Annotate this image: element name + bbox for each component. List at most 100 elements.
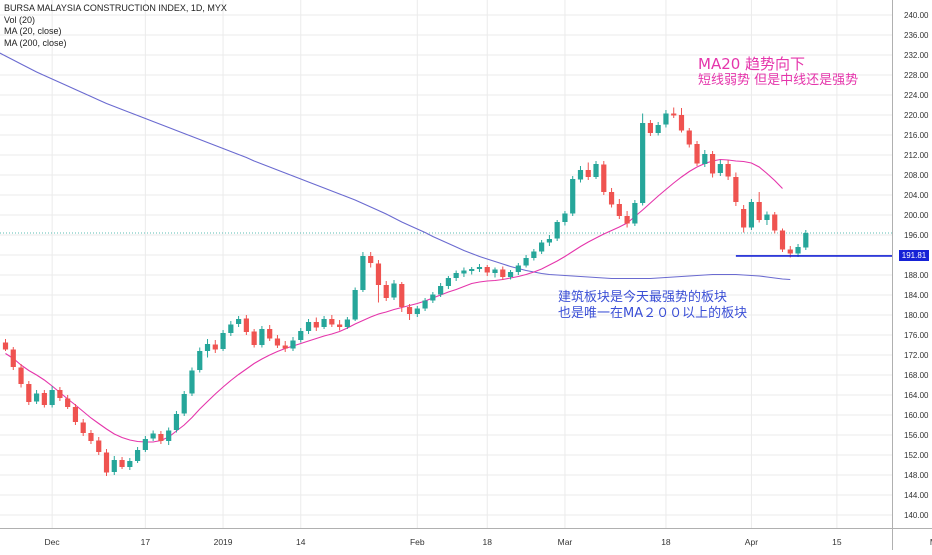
candle-body-18 <box>142 439 148 450</box>
annotation-ma20-line2: 短线弱势 但是中线还是强势 <box>698 73 859 88</box>
y-tick-label-6: 164.00 <box>904 391 929 400</box>
candle-body-6 <box>49 390 55 405</box>
candle-body-22 <box>173 414 180 430</box>
candle-body-71 <box>554 222 560 239</box>
legend-ma20[interactable]: MA (20, close) <box>4 26 62 36</box>
x-tick-label-10: May <box>930 537 932 547</box>
annotation-ma20-line1: MA20 趋势向下 <box>698 55 806 73</box>
candle-body-19 <box>150 433 156 439</box>
candle-body-56 <box>438 286 444 295</box>
candle-body-34 <box>267 329 273 339</box>
candle-body-85 <box>663 113 669 125</box>
candle-body-33 <box>259 329 265 345</box>
candle-body-60 <box>469 269 475 271</box>
candle-body-83 <box>647 123 654 133</box>
chart-title: BURSA MALAYSIA CONSTRUCTION INDEX, 1D, M… <box>4 3 227 13</box>
candle-body-91 <box>709 154 716 174</box>
x-tick-label-9: 15 <box>832 537 842 547</box>
x-tick-label-3: 14 <box>296 537 306 547</box>
candle-body-67 <box>523 258 529 266</box>
candle-body-45 <box>352 290 358 320</box>
legend-ma200[interactable]: MA (200, close) <box>4 37 67 48</box>
candle-body-96 <box>748 202 755 228</box>
candle-body-42 <box>329 319 335 325</box>
candle-body-44 <box>344 319 350 327</box>
annotation-sector[interactable]: 建筑板块是今天最强势的板块 也是唯一在MA２００以上的板块 <box>558 290 747 322</box>
candle-body-100 <box>779 230 786 250</box>
y-tick-label-24: 236.00 <box>904 31 929 40</box>
candle-body-62 <box>484 267 490 273</box>
candle-body-57 <box>445 278 451 286</box>
candle-body-76 <box>593 164 599 177</box>
legend-vol[interactable]: Vol (20) <box>4 14 36 25</box>
y-tick-label-9: 176.00 <box>904 331 929 340</box>
candle-body-86 <box>671 113 677 116</box>
x-tick-label-0: Dec <box>45 537 61 547</box>
ma20-line <box>5 158 783 443</box>
candle-body-43 <box>337 324 343 327</box>
x-tick-label-2: 2019 <box>214 537 233 547</box>
annotation-sector-line2: 也是唯一在MA２００以上的板块 <box>558 306 748 321</box>
candle-body-29 <box>228 324 234 333</box>
y-tick-label-7: 168.00 <box>904 371 929 380</box>
candle-body-58 <box>453 273 459 278</box>
candle-body-24 <box>189 370 195 394</box>
y-tick-label-22: 228.00 <box>904 71 929 80</box>
candle-body-37 <box>290 340 296 349</box>
candle-body-65 <box>507 272 514 277</box>
candle-body-27 <box>212 344 218 350</box>
candle-body-97 <box>756 202 762 220</box>
candle-body-64 <box>500 269 506 277</box>
candle-body-90 <box>702 154 708 164</box>
y-tick-label-23: 232.00 <box>904 51 929 60</box>
candle-body-32 <box>251 331 257 345</box>
y-tick-label-8: 172.00 <box>904 351 929 360</box>
y-tick-label-21: 224.00 <box>904 91 929 100</box>
candle-body-92 <box>717 164 723 173</box>
y-tick-label-18: 212.00 <box>904 151 929 160</box>
candle-body-63 <box>492 269 498 273</box>
y-tick-label-5: 160.00 <box>904 411 929 420</box>
candle-body-94 <box>733 177 739 202</box>
y-tick-label-15: 200.00 <box>904 211 929 220</box>
candle-body-61 <box>476 267 483 269</box>
candle-body-53 <box>414 308 420 314</box>
candle-body-46 <box>360 256 366 290</box>
candle-body-101 <box>787 249 793 254</box>
candle-body-68 <box>531 251 537 258</box>
candle-body-3 <box>26 384 32 402</box>
candle-body-99 <box>772 214 778 231</box>
y-tick-label-4: 156.00 <box>904 431 929 440</box>
legend: BURSA MALAYSIA CONSTRUCTION INDEX, 1D, M… <box>4 3 227 49</box>
y-tick-label-11: 184.00 <box>904 291 929 300</box>
y-tick-label-2: 148.00 <box>904 471 929 480</box>
last-price-tag: 191.81 <box>899 250 929 261</box>
y-tick-label-10: 180.00 <box>904 311 929 320</box>
candle-body-72 <box>562 213 568 222</box>
y-tick-label-3: 152.00 <box>904 451 929 460</box>
y-tick-label-19: 216.00 <box>904 131 929 140</box>
candle-body-89 <box>694 144 700 164</box>
candle-body-74 <box>577 170 584 180</box>
candle-body-13 <box>103 452 110 473</box>
candle-body-0 <box>2 342 9 350</box>
candle-body-15 <box>119 460 125 467</box>
candle-body-39 <box>305 322 312 331</box>
ma200-line <box>0 52 791 281</box>
candle-body-28 <box>220 333 226 349</box>
y-tick-label-12: 188.00 <box>904 271 929 280</box>
candle-body-36 <box>282 345 288 349</box>
candle-body-41 <box>321 319 327 327</box>
y-tick-label-20: 220.00 <box>904 111 929 120</box>
candle-body-35 <box>274 338 281 346</box>
candle-body-81 <box>632 203 638 224</box>
candle-body-23 <box>181 394 187 414</box>
candle-body-73 <box>570 179 576 214</box>
y-tick-label-14: 196.00 <box>904 231 929 240</box>
candle-body-48 <box>375 263 382 285</box>
annotation-ma20[interactable]: MA20 趋势向下 短线弱势 但是中线还是强势 <box>698 55 858 89</box>
candle-body-30 <box>236 319 242 324</box>
candle-body-14 <box>111 460 117 472</box>
